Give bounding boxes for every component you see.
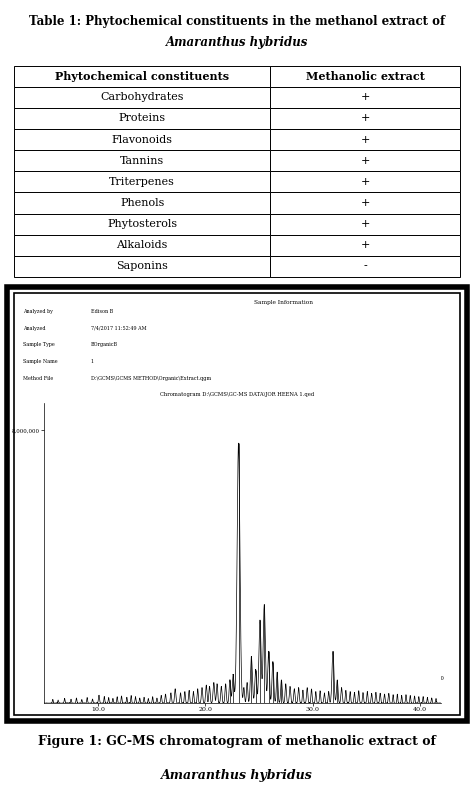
Text: Amaranthus hybridus: Amaranthus hybridus bbox=[161, 768, 313, 782]
Bar bbox=[14, 213, 271, 235]
Text: D:\GCMS\GCMS METHOD\Organic\Extract.qgm: D:\GCMS\GCMS METHOD\Organic\Extract.qgm bbox=[91, 375, 211, 380]
Text: BOrganicB: BOrganicB bbox=[91, 342, 118, 347]
Text: TIC*1.00: TIC*1.00 bbox=[420, 676, 444, 682]
Text: +: + bbox=[361, 135, 370, 144]
Bar bbox=[14, 66, 271, 87]
Bar bbox=[14, 256, 271, 277]
Text: +: + bbox=[361, 219, 370, 229]
Text: min: min bbox=[420, 696, 430, 701]
Text: 7/4/2017 11:52:49 AM: 7/4/2017 11:52:49 AM bbox=[91, 326, 146, 330]
Bar bbox=[271, 87, 460, 107]
Bar bbox=[14, 129, 271, 150]
Text: Method File: Method File bbox=[23, 375, 54, 380]
Bar bbox=[14, 192, 271, 213]
Bar bbox=[271, 235, 460, 256]
Text: Sample Information: Sample Information bbox=[254, 300, 313, 305]
Text: Sample Type: Sample Type bbox=[23, 342, 55, 347]
Text: Analyzed by: Analyzed by bbox=[23, 309, 53, 314]
Text: Figure 1: GC-MS chromatogram of methanolic extract of: Figure 1: GC-MS chromatogram of methanol… bbox=[38, 735, 436, 748]
Text: Proteins: Proteins bbox=[118, 113, 166, 124]
Text: Carbohydrates: Carbohydrates bbox=[100, 92, 184, 103]
Bar bbox=[271, 107, 460, 129]
Text: +: + bbox=[361, 241, 370, 250]
Text: Analyzed: Analyzed bbox=[23, 326, 46, 330]
Bar bbox=[14, 107, 271, 129]
Text: 1: 1 bbox=[91, 358, 94, 364]
Bar bbox=[271, 172, 460, 192]
Text: Saponins: Saponins bbox=[116, 261, 168, 271]
Text: Chromatogram D:\GCMS\GC-MS DATA\JOR HEENA 1.qed: Chromatogram D:\GCMS\GC-MS DATA\JOR HEEN… bbox=[160, 392, 314, 397]
Text: Phytochemical constituents: Phytochemical constituents bbox=[55, 71, 229, 82]
Bar bbox=[271, 192, 460, 213]
Text: +: + bbox=[361, 92, 370, 103]
Text: Amaranthus hybridus: Amaranthus hybridus bbox=[166, 36, 308, 49]
Bar bbox=[14, 172, 271, 192]
Text: Phytosterols: Phytosterols bbox=[107, 219, 177, 229]
Bar bbox=[14, 87, 271, 107]
Text: -: - bbox=[364, 261, 367, 271]
Bar bbox=[14, 150, 271, 172]
Bar bbox=[14, 235, 271, 256]
Text: +: + bbox=[361, 113, 370, 124]
Text: Sample Name: Sample Name bbox=[23, 358, 58, 364]
Text: Methanolic extract: Methanolic extract bbox=[306, 71, 425, 82]
Text: Flavonoids: Flavonoids bbox=[112, 135, 173, 144]
Bar bbox=[271, 256, 460, 277]
Bar bbox=[271, 129, 460, 150]
Text: Table 1: Phytochemical constituents in the methanol extract of: Table 1: Phytochemical constituents in t… bbox=[29, 14, 445, 28]
Text: +: + bbox=[361, 176, 370, 187]
Bar bbox=[271, 213, 460, 235]
Text: Triterpenes: Triterpenes bbox=[109, 176, 175, 187]
Bar bbox=[271, 150, 460, 172]
Text: Alkaloids: Alkaloids bbox=[117, 241, 168, 250]
Text: Phenols: Phenols bbox=[120, 198, 164, 208]
Text: Edison B: Edison B bbox=[91, 309, 113, 314]
Text: +: + bbox=[361, 156, 370, 166]
Text: Tannins: Tannins bbox=[120, 156, 164, 166]
Text: +: + bbox=[361, 198, 370, 208]
Bar bbox=[271, 66, 460, 87]
